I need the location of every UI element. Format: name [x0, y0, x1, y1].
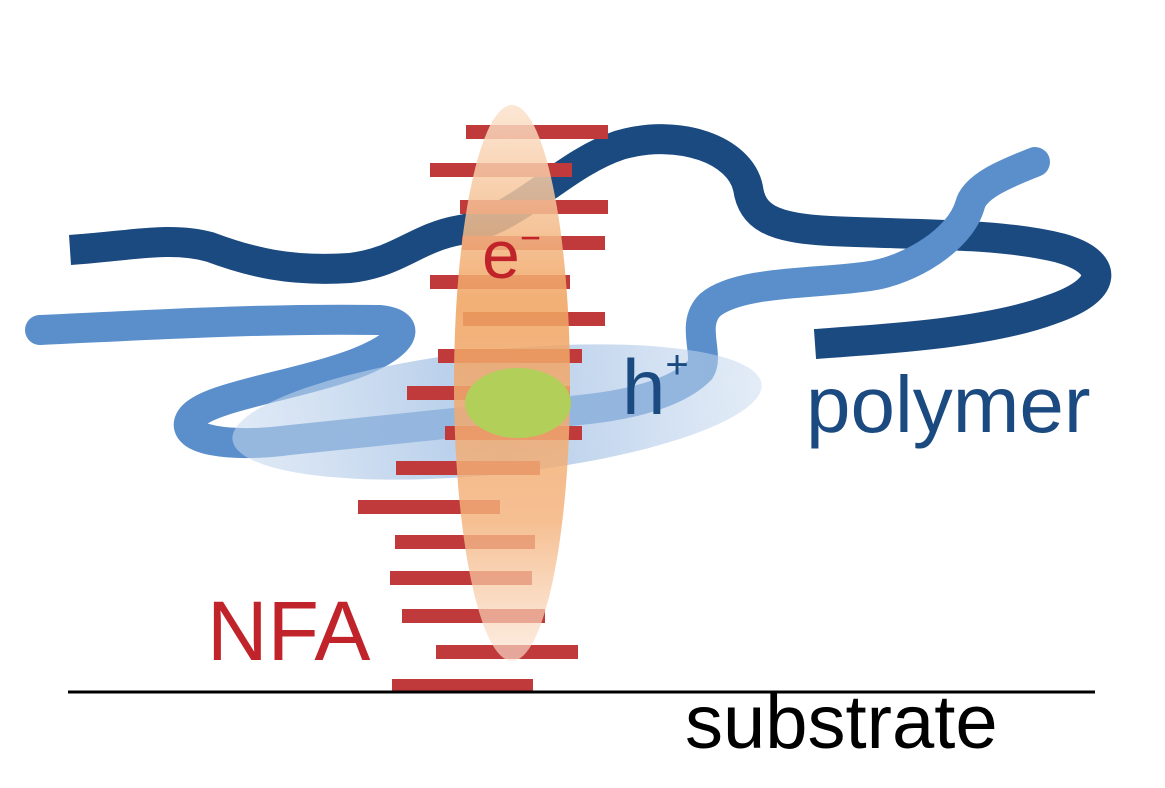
- exciton: [465, 368, 571, 438]
- electron-charge: −: [520, 217, 541, 258]
- polymer-chain-dark: [69, 124, 1112, 359]
- polymer-label: polymer: [806, 360, 1091, 449]
- nfa-label: NFA: [207, 584, 370, 678]
- substrate-label: substrate: [685, 680, 998, 765]
- nfa-bar: [392, 679, 533, 693]
- hole-label: h+: [622, 343, 689, 431]
- electron-label: e−: [482, 217, 541, 293]
- hole-charge: +: [665, 343, 688, 387]
